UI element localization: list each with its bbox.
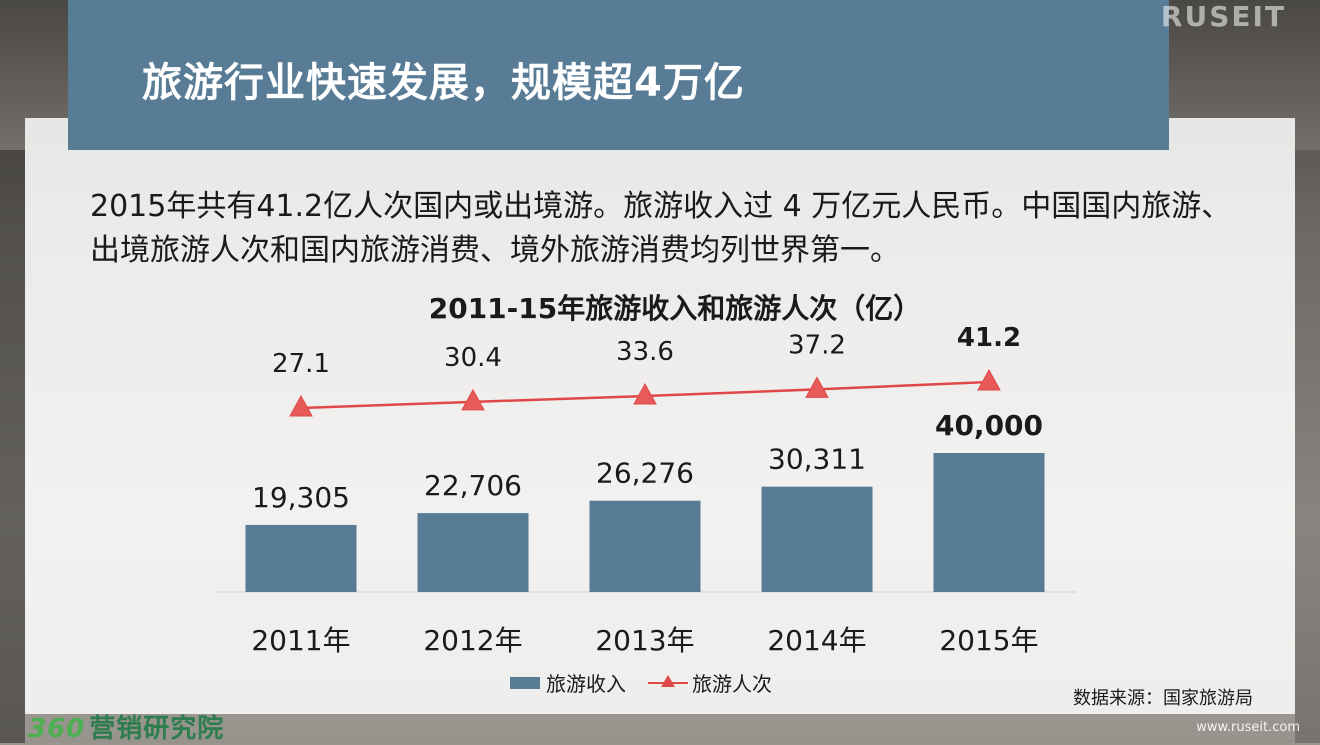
brand-logo: 360 营销研究院 [28,708,224,745]
bar-revenue-1 [417,513,529,592]
watermark-top: RUSEIT [1160,0,1286,33]
bar-label-2: 26,276 [596,457,694,490]
x-tick-label-3: 2014年 [767,624,866,657]
line-label-0: 27.1 [272,349,330,379]
bar-revenue-0 [245,524,357,592]
data-source: 数据来源：国家旅游局 [1073,688,1253,709]
bar-revenue-3 [761,486,873,592]
line-label-1: 30.4 [444,343,502,373]
marker-visits-0 [289,394,313,417]
line-label-2: 33.6 [616,337,674,367]
line-label-3: 37.2 [788,330,846,360]
bridge-beam-left [0,150,25,743]
chart-title: 2011-15年旅游收入和旅游人次（亿） [428,292,922,325]
logo-text: 营销研究院 [89,714,225,744]
x-tick-label-2: 2013年 [595,624,694,657]
legend-line-swatch [648,674,688,690]
chart-legend: 旅游收入 旅游人次 [510,668,772,697]
bar-label-3: 30,311 [768,443,866,476]
logo-number: 360 [28,714,86,744]
legend-bar-swatch [510,676,540,689]
marker-visits-3 [805,376,829,398]
legend-label-visits: 旅游人次 [692,672,772,696]
bar-label-0: 19,305 [252,481,350,514]
bar-label-1: 22,706 [424,469,522,502]
marker-visits-1 [461,388,485,411]
bar-revenue-2 [589,500,701,592]
x-tick-label-1: 2012年 [423,624,522,657]
marker-visits-2 [633,382,657,405]
marker-visits-4 [977,368,1001,391]
line-label-4: 41.2 [957,323,1021,353]
watermark-url: www.ruseit.com [1196,720,1300,735]
bar-label-4: 40,000 [935,409,1043,442]
x-tick-label-4: 2015年 [939,624,1038,657]
bar-revenue-4 [933,453,1045,592]
legend-label-revenue: 旅游收入 [546,672,626,696]
intro-text: 2015年共有41.2亿人次国内或出境游。旅游收入过 4 万亿元人民币。中国国内… [90,189,1232,268]
page-title: 旅游行业快速发展，规模超4万亿 [142,60,745,106]
x-tick-label-0: 2011年 [251,624,350,657]
header-bar [68,0,1169,150]
bridge-beam-right [1295,150,1320,743]
content-panel [25,118,1295,714]
